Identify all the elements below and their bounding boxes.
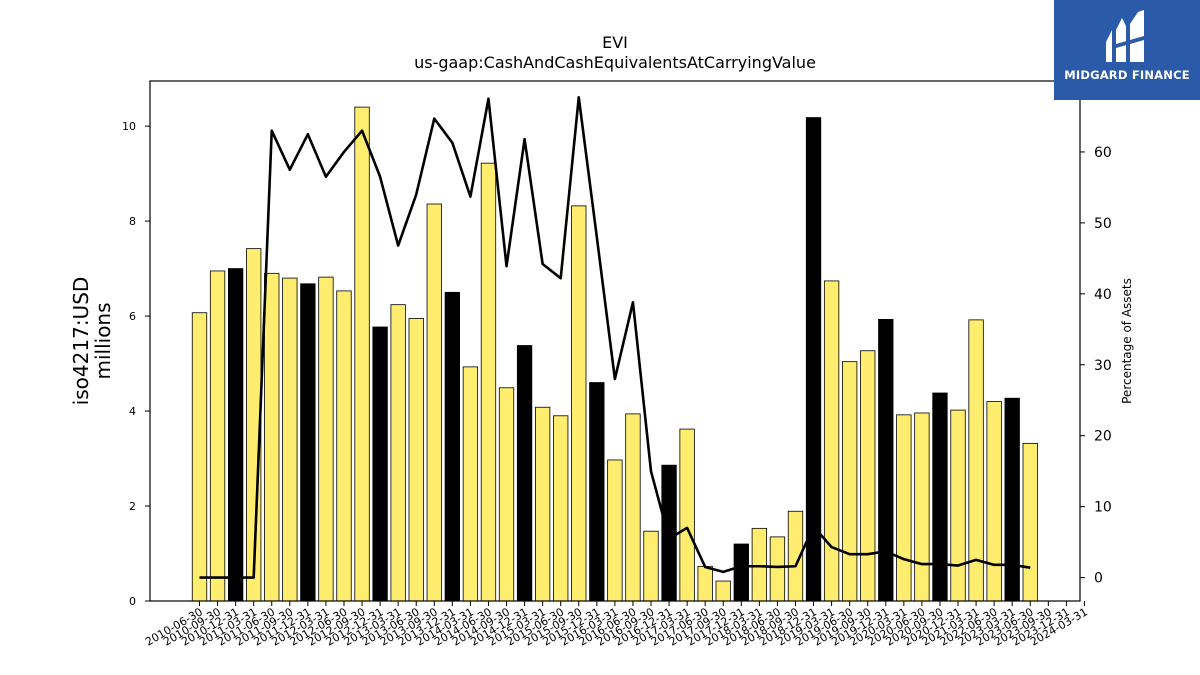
bar-2013-09-30	[426, 203, 442, 602]
left-axis-ticks: 0 2 4 6 8 10	[122, 120, 150, 608]
bar-2020-03-31	[896, 414, 912, 602]
y-tick-label: 10	[122, 120, 136, 133]
percentage-line	[199, 96, 1031, 579]
bar-2020-09-30	[932, 392, 948, 602]
bar-2019-06-30	[842, 361, 858, 602]
right-axis-ticks: 0 10 20 30 40 50 60	[1080, 145, 1112, 587]
percentage-line-series	[199, 96, 1031, 579]
y-tick-label: 2	[129, 500, 136, 513]
bar-2011-09-30	[282, 277, 298, 602]
bar-2023-06-30	[1022, 442, 1038, 602]
y-axis-label-line2: millions	[91, 302, 115, 379]
bar-2012-12-31	[372, 326, 388, 602]
y2-tick-label: 60	[1094, 145, 1112, 161]
bar-2022-06-30	[986, 401, 1002, 602]
chart-title: EVI	[602, 33, 628, 52]
bar-2016-03-31	[607, 459, 623, 602]
bar-2010-12-31	[227, 268, 244, 602]
bar-2011-06-30	[264, 272, 280, 602]
bar-2015-09-30	[571, 205, 587, 602]
y2-tick-label: 50	[1094, 216, 1112, 232]
brand-name: MIDGARD FINANCE	[1064, 68, 1190, 82]
bar-2017-09-30	[715, 580, 731, 602]
bar-2019-09-30	[860, 350, 876, 602]
bar-2012-03-31	[318, 276, 334, 602]
bar-2012-09-30	[354, 106, 370, 602]
y-axis-label-line1: iso4217:USD	[69, 277, 93, 406]
bar-2020-06-30	[914, 412, 930, 602]
midgard-logo-icon	[1106, 10, 1144, 62]
y2-tick-label: 0	[1094, 571, 1103, 587]
y-tick-label: 6	[129, 310, 136, 323]
bar-2016-09-30	[643, 530, 659, 602]
x-axis-ticks: 2010-06-302010-09-302010-12-312011-03-31…	[143, 601, 1090, 649]
bar-2015-12-31	[589, 382, 605, 602]
brand-logo: MIDGARD FINANCE	[1054, 0, 1200, 100]
bar-2012-06-30	[336, 290, 352, 602]
bar-2016-06-30	[625, 413, 641, 602]
bar-2017-12-31	[733, 543, 749, 602]
bar-2019-03-31	[823, 280, 840, 602]
bar-2015-06-30	[553, 415, 569, 602]
bar-2014-06-30	[480, 162, 497, 602]
bar-2020-12-31	[950, 409, 966, 602]
y2-tick-label: 40	[1094, 287, 1112, 303]
bar-2016-12-31	[661, 464, 677, 602]
chart-subtitle: us-gaap:CashAndCashEquivalentsAtCarrying…	[414, 53, 816, 72]
bar-2014-03-31	[462, 366, 479, 602]
bar-2013-03-31	[390, 304, 406, 602]
y2-tick-label: 10	[1094, 500, 1112, 516]
bar-2018-06-30	[769, 536, 786, 602]
bar-2017-06-30	[697, 565, 713, 602]
bar-2010-06-30	[191, 312, 208, 602]
y-tick-label: 0	[129, 595, 136, 608]
bar-2014-09-30	[498, 387, 515, 602]
y2-tick-label: 30	[1094, 358, 1112, 374]
y-tick-label: 4	[129, 405, 136, 418]
y2-axis-label: Percentage of Assets	[1120, 278, 1134, 404]
bar-2023-03-31	[1004, 397, 1020, 602]
bar-2015-03-31	[534, 406, 551, 602]
bar-2019-12-31	[878, 318, 894, 602]
bar-2013-06-30	[408, 318, 424, 602]
bar-2014-12-31	[516, 345, 533, 602]
bar-2010-09-30	[209, 270, 226, 602]
y2-tick-label: 20	[1094, 429, 1112, 445]
bar-2013-12-31	[444, 291, 460, 602]
bar-2018-03-31	[751, 527, 768, 602]
bar-2017-03-31	[679, 428, 695, 602]
bar-2011-12-31	[300, 283, 316, 602]
y-tick-label: 8	[129, 215, 136, 228]
bar-series	[191, 106, 1038, 602]
